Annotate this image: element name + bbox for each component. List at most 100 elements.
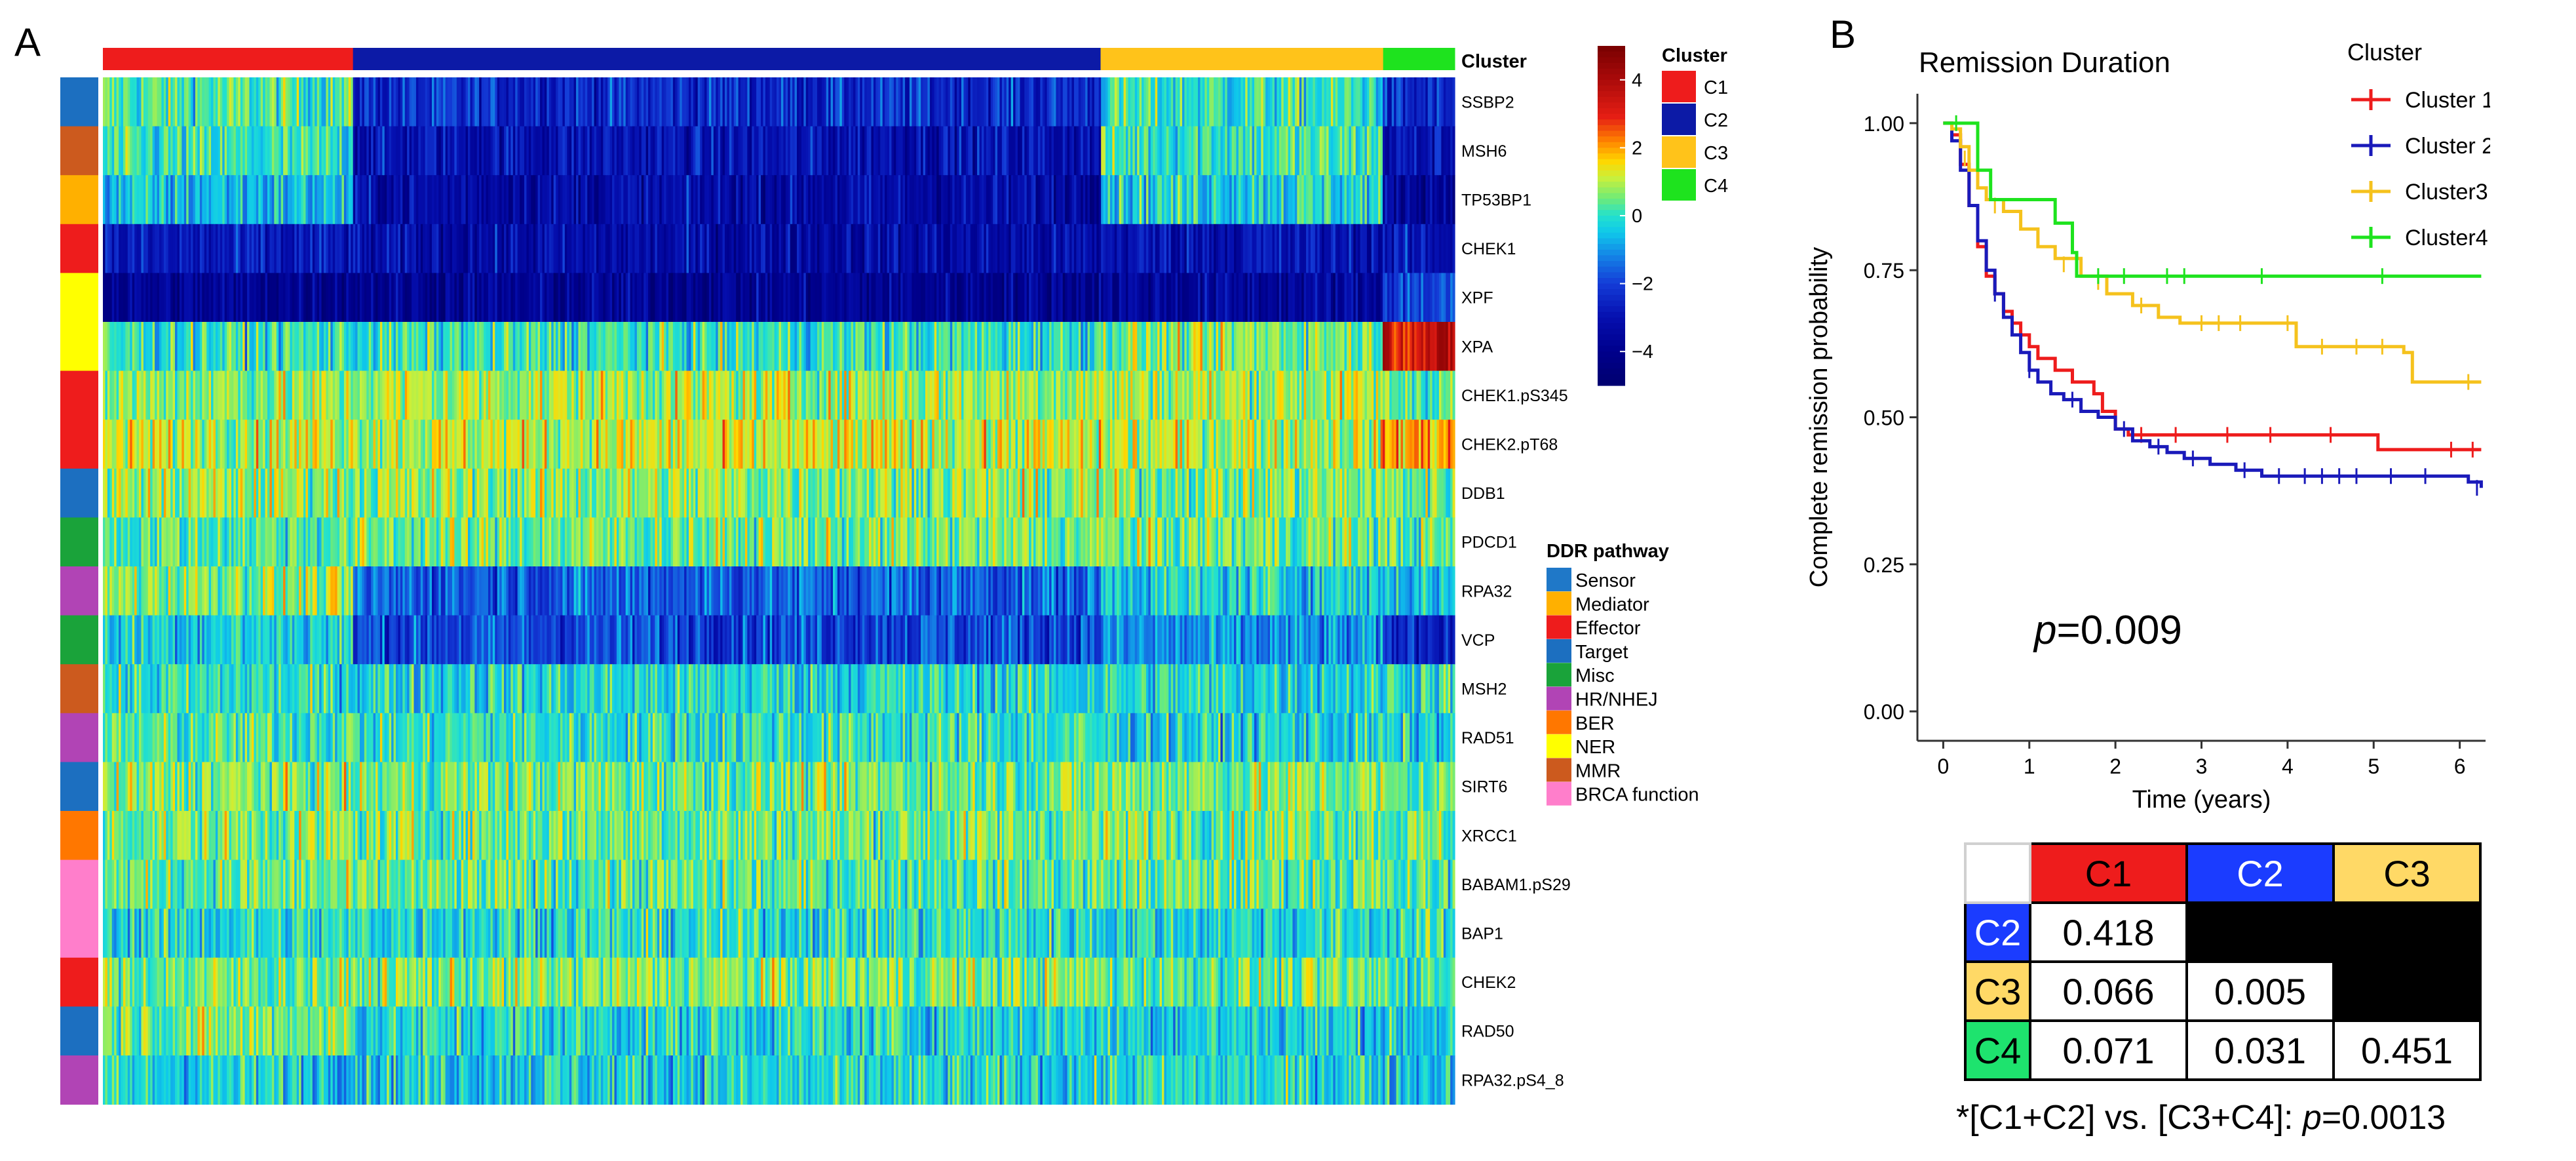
heatmap-cell: [1277, 322, 1280, 372]
heatmap-cell: [303, 273, 307, 323]
heatmap-cell: [767, 370, 771, 420]
heatmap-cell: [362, 273, 365, 323]
heatmap-cell: [188, 322, 191, 372]
heatmap-cell: [682, 77, 685, 127]
heatmap-cell: [186, 126, 189, 176]
heatmap-cell: [172, 77, 176, 127]
heatmap-cell: [123, 468, 126, 518]
heatmap-cell: [227, 126, 230, 176]
heatmap-cell: [1364, 224, 1368, 273]
heatmap-cell: [177, 468, 180, 518]
heatmap-cell: [1427, 126, 1431, 176]
heatmap-cell: [824, 273, 827, 323]
heatmap-cell: [1062, 126, 1066, 176]
heatmap-cell: [1013, 322, 1016, 372]
heatmap-cell: [256, 126, 259, 176]
heatmap-cell: [501, 370, 505, 420]
heatmap-cell: [393, 224, 396, 273]
heatmap-cell: [191, 370, 194, 420]
heatmap-cell: [972, 77, 976, 127]
heatmap-cell: [1294, 77, 1298, 127]
heatmap-cell: [143, 224, 146, 273]
heatmap-cell: [159, 322, 162, 372]
heatmap-cell: [1159, 370, 1163, 420]
heatmap-cell: [634, 224, 638, 273]
heatmap-cell: [1026, 420, 1029, 469]
heatmap-cell: [938, 273, 942, 323]
heatmap-cell: [398, 175, 401, 225]
heatmap-cell: [420, 420, 423, 469]
heatmap-cell: [436, 420, 439, 469]
heatmap-cell: [1405, 273, 1408, 323]
heatmap-cell: [434, 175, 437, 225]
heatmap-cell: [1033, 420, 1037, 469]
heatmap-cell: [220, 322, 223, 372]
heatmap-cell: [432, 273, 435, 323]
heatmap-cell: [837, 322, 840, 372]
heatmap-cell: [1448, 77, 1451, 127]
heatmap-cell: [704, 370, 708, 420]
heatmap-cell: [713, 224, 716, 273]
heatmap-cell: [544, 77, 547, 127]
heatmap-cell: [1270, 273, 1273, 323]
heatmap-cell: [452, 126, 455, 176]
heatmap-cell: [799, 322, 802, 372]
heatmap-cell: [445, 126, 448, 176]
heatmap-cell: [520, 322, 523, 372]
heatmap-cell: [497, 273, 500, 323]
heatmap-cell: [1299, 273, 1302, 323]
heatmap-cell: [767, 175, 771, 225]
heatmap-cell: [296, 126, 299, 176]
heatmap-cell: [186, 175, 189, 225]
heatmap-cell: [700, 273, 703, 323]
heatmap-cell: [1103, 322, 1106, 372]
heatmap-cell: [389, 224, 392, 273]
heatmap-cell: [664, 126, 667, 176]
heatmap-cell: [844, 77, 847, 127]
heatmap-cell: [1410, 273, 1413, 323]
heatmap-cell: [893, 175, 896, 225]
heatmap-cell: [114, 273, 117, 323]
heatmap-cell: [736, 273, 739, 323]
heatmap-cell: [377, 322, 381, 372]
heatmap-cell: [249, 77, 252, 127]
heatmap-cell: [1250, 224, 1253, 273]
heatmap-cell: [794, 370, 798, 420]
heatmap-cell: [589, 77, 592, 127]
heatmap-cell: [332, 468, 336, 518]
heatmap-cell: [1220, 224, 1223, 273]
heatmap-cell: [125, 175, 128, 225]
heatmap-cell: [1020, 77, 1023, 127]
heatmap-cell: [389, 273, 392, 323]
heatmap-cell: [413, 273, 417, 323]
heatmap-cell: [1400, 126, 1404, 176]
heatmap-cell: [244, 370, 248, 420]
heatmap-cell: [260, 273, 263, 323]
heatmap-cell: [700, 77, 703, 127]
heatmap-cell: [871, 175, 874, 225]
heatmap-cell: [440, 224, 444, 273]
heatmap-cell: [1310, 420, 1313, 469]
heatmap-cell: [780, 224, 784, 273]
heatmap-cell: [977, 126, 980, 176]
heatmap-cell: [1182, 273, 1185, 323]
heatmap-cell: [1346, 420, 1349, 469]
heatmap-cell: [1335, 420, 1338, 469]
heatmap-cell: [508, 420, 511, 469]
heatmap-cell: [988, 224, 991, 273]
heatmap-cell: [391, 224, 394, 273]
heatmap-cell: [152, 126, 155, 176]
heatmap-cell: [244, 175, 248, 225]
heatmap-cell: [375, 322, 379, 372]
heatmap-cell: [1374, 273, 1377, 323]
heatmap-cell: [1069, 224, 1073, 273]
heatmap-cell: [1369, 77, 1372, 127]
heatmap-cell: [824, 224, 827, 273]
heatmap-cell: [799, 126, 802, 176]
heatmap-cell: [612, 273, 615, 323]
heatmap-cell: [963, 175, 967, 225]
heatmap-cell: [923, 224, 926, 273]
heatmap-cell: [950, 77, 953, 127]
heatmap-cell: [821, 126, 824, 176]
heatmap-cell: [857, 370, 860, 420]
